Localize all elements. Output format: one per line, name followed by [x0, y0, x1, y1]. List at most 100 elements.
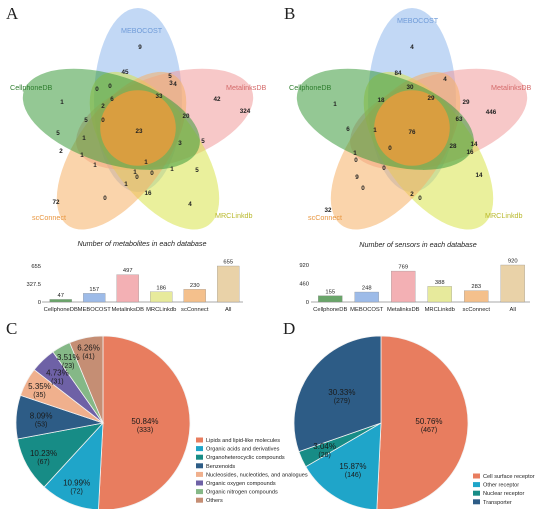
legend-label: Transporter — [483, 500, 512, 506]
venn-b-set-mebocost: MEBOCOST — [397, 16, 439, 25]
x-tick-label: MEBOCOST — [350, 307, 384, 313]
venn-region-label: 5 — [201, 138, 205, 145]
legend-swatch — [196, 480, 203, 486]
y-tick-label: 327.5 — [26, 282, 41, 288]
pie-count-label: (35) — [33, 392, 45, 399]
venn-region-label: 1 — [80, 152, 84, 159]
bar-mrclinkdb — [150, 291, 173, 303]
legend-swatch — [196, 489, 203, 495]
bar-a-marks: 0 327.5 655 47 CellphoneDB 157 MEBOCOST 497 Meta… — [26, 260, 240, 313]
pie-percent-label: 3.04% — [313, 442, 336, 451]
legend-swatch — [196, 497, 203, 503]
pie-percent-label: 50.76% — [415, 417, 442, 426]
venn-region-label: 14 — [475, 172, 483, 179]
venn-region-label: 0 — [95, 86, 99, 93]
pie-count-label: (41) — [82, 353, 94, 360]
venn-a-set-mebocost: MEBOCOST — [121, 26, 163, 35]
bar-value-label: 157 — [89, 287, 99, 293]
bar-value-label: 155 — [325, 289, 335, 295]
pie-slice — [69, 335, 104, 424]
venn-region-label: 76 — [408, 129, 416, 136]
venn-region-label: 2 — [59, 148, 63, 155]
venn-region-label: 28 — [449, 143, 457, 150]
venn-region-label: 0 — [135, 174, 139, 181]
legend-label: Nucleosides, nucleotides, and analogues — [206, 472, 308, 478]
pie-c-slices — [15, 335, 191, 509]
legend-swatch — [196, 454, 203, 460]
pie-d-slices — [293, 335, 469, 509]
legend-swatch — [196, 437, 203, 443]
bar-b-marks: 0 460 920 155 CellphoneDB 248 MEBOCOST 769 Metal… — [299, 259, 525, 313]
bar-value-label: 920 — [508, 259, 518, 265]
x-tick-label: scConnect — [181, 307, 209, 313]
venn-diagram-b: MEBOCOST MetalinksDB MRCLinkdb scConnect… — [289, 8, 532, 230]
legend-swatch — [473, 473, 480, 479]
legend-label: Organic oxygen compounds — [206, 481, 276, 487]
panel-label-c: C — [6, 319, 17, 338]
panel-label-d: D — [283, 319, 295, 338]
bar-mebocost — [83, 293, 106, 303]
venn-a-set-mrclinkdb: MRCLinkdb — [215, 211, 253, 220]
pie-percent-label: 8.09% — [30, 412, 53, 421]
venn-region-label: 16 — [144, 190, 152, 197]
legend-label: Organoheterocyclic compounds — [206, 455, 285, 461]
bar-chart-b: Number of sensors in each database 0 460 9… — [299, 240, 530, 313]
legend-label: Cell surface receptor — [483, 474, 535, 480]
bar-value-label: 230 — [190, 283, 200, 289]
venn-b-set-mrclinkdb: MRCLinkdb — [485, 211, 523, 220]
pie-chart-c: 50.84%(333) 10.99%(72) 10.23%(67) 8.09%(53)… — [15, 335, 308, 509]
venn-region-label: 6 — [346, 126, 350, 133]
venn-b-petals — [296, 8, 528, 230]
pie-percent-label: 10.99% — [63, 479, 90, 488]
bar-a-title: Number of metabolites in each database — [77, 239, 206, 248]
venn-region-label: 5 — [84, 117, 88, 124]
y-tick-label: 920 — [299, 263, 309, 269]
venn-a-set-cellphonedb: CellphoneDB — [10, 83, 53, 92]
venn-a-set-metalinksdb: MetalinksDB — [226, 83, 267, 92]
legend-label: Others — [206, 498, 223, 504]
venn-b-set-metalinksdb: MetalinksDB — [491, 83, 532, 92]
venn-a-petals — [22, 8, 254, 230]
x-tick-label: CellphoneDB — [313, 307, 347, 313]
venn-region-label: 2 — [410, 191, 414, 198]
venn-region-label: 29 — [462, 99, 470, 106]
venn-region-label: 72 — [52, 199, 60, 206]
venn-region-label: 324 — [240, 108, 251, 115]
x-tick-label: All — [225, 307, 231, 313]
venn-center — [100, 90, 176, 166]
venn-region-label: 3 — [169, 80, 173, 87]
legend-swatch — [473, 499, 480, 505]
bar-mrclinkdb — [427, 286, 452, 303]
x-tick-label: MetalinksDB — [111, 307, 144, 313]
venn-region-label: 4 — [173, 81, 177, 88]
x-tick-label: MEBOCOST — [78, 307, 112, 313]
venn-region-label: 45 — [121, 69, 129, 76]
venn-region-label: 0 — [361, 185, 365, 192]
venn-region-label: 32 — [324, 207, 332, 214]
legend-label: Other receptor — [483, 483, 519, 489]
pie-percent-label: 5.35% — [28, 382, 51, 391]
venn-region-label: 1 — [60, 99, 64, 106]
bar-all — [217, 265, 240, 303]
venn-region-label: 14 — [470, 141, 478, 148]
pie-count-label: (72) — [70, 489, 82, 496]
pie-d-labels: 50.76%(467) 15.87%(146) 3.04%(28) 30.33%(27… — [313, 388, 442, 479]
venn-region-label: 0 — [354, 157, 358, 164]
venn-center — [374, 90, 450, 166]
legend-label: Organic nitrogen compounds — [206, 490, 278, 496]
pie-c-legend: Lipids and lipid-like molecules Organic a… — [196, 437, 308, 504]
bar-scconnect — [464, 290, 489, 303]
venn-region-label: 84 — [394, 70, 402, 77]
legend-label: Organic acids and derivatives — [206, 447, 280, 453]
venn-region-label: 2 — [101, 103, 105, 110]
legend-label: Benzenoids — [206, 464, 235, 470]
pie-percent-label: 4.73% — [46, 368, 69, 377]
pie-slice — [305, 422, 382, 509]
pie-percent-label: 30.33% — [328, 388, 355, 397]
venn-region-label: 1 — [333, 101, 337, 108]
bar-value-label: 497 — [123, 268, 133, 274]
x-tick-label: MetalinksDB — [387, 307, 420, 313]
